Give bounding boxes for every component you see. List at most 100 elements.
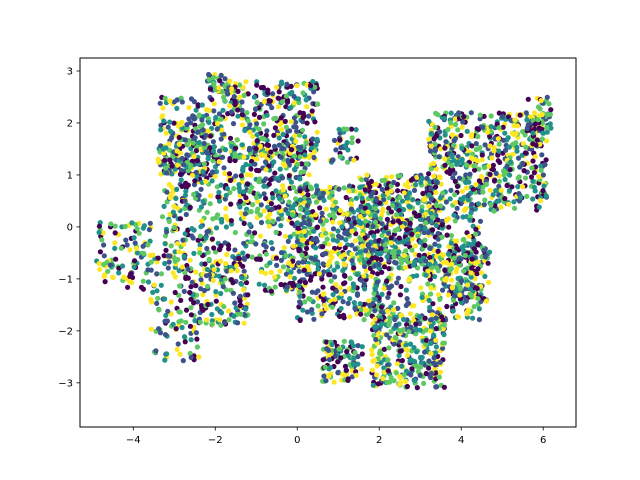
scatter-point bbox=[227, 189, 233, 196]
scatter-point bbox=[366, 241, 372, 247]
scatter-point bbox=[512, 117, 518, 123]
scatter-point bbox=[263, 244, 269, 250]
scatter-point bbox=[397, 173, 403, 179]
scatter-point bbox=[239, 111, 245, 118]
scatter-point bbox=[272, 284, 278, 290]
scatter-point bbox=[530, 130, 536, 136]
scatter-point bbox=[277, 268, 283, 274]
scatter-point bbox=[463, 205, 469, 212]
scatter-point bbox=[442, 156, 448, 162]
scatter-point bbox=[294, 83, 300, 89]
scatter-point bbox=[539, 152, 545, 158]
scatter-point bbox=[352, 306, 358, 312]
scatter-point bbox=[227, 177, 234, 183]
scatter-point bbox=[283, 93, 289, 99]
scatter-point bbox=[384, 332, 390, 338]
scatter-point bbox=[324, 339, 330, 345]
scatter-point bbox=[282, 163, 288, 169]
scatter-point bbox=[239, 107, 245, 113]
scatter-point bbox=[461, 268, 467, 274]
scatter-point bbox=[439, 222, 445, 228]
scatter-point bbox=[293, 138, 299, 144]
scatter-point bbox=[398, 211, 404, 217]
scatter-point bbox=[222, 276, 228, 282]
scatter-point bbox=[224, 251, 230, 258]
scatter-point bbox=[354, 271, 360, 278]
scatter-point bbox=[377, 265, 383, 272]
scatter-point bbox=[536, 204, 542, 210]
scatter-point bbox=[353, 195, 359, 201]
x-tick-label: −4 bbox=[126, 435, 141, 446]
scatter-point bbox=[371, 290, 377, 296]
scatter-point bbox=[541, 183, 547, 189]
scatter-point bbox=[283, 253, 289, 259]
scatter-point bbox=[323, 250, 329, 257]
scatter-point bbox=[176, 309, 182, 315]
scatter-point bbox=[278, 154, 284, 160]
scatter-point bbox=[415, 200, 421, 206]
scatter-point bbox=[216, 159, 222, 165]
scatter-point bbox=[423, 337, 429, 343]
scatter-point bbox=[456, 110, 462, 116]
scatter-point bbox=[428, 370, 434, 376]
scatter-point bbox=[182, 137, 188, 143]
scatter-point bbox=[194, 299, 201, 305]
scatter-point bbox=[459, 124, 465, 130]
scatter-point bbox=[203, 178, 209, 185]
scatter-point bbox=[437, 129, 443, 135]
scatter-point bbox=[180, 358, 186, 364]
scatter-point bbox=[482, 254, 488, 260]
scatter-point bbox=[373, 196, 379, 202]
scatter-point bbox=[493, 170, 499, 176]
scatter-point bbox=[463, 179, 469, 185]
scatter-point bbox=[235, 320, 241, 326]
scatter-point bbox=[277, 121, 283, 128]
scatter-point bbox=[379, 321, 385, 327]
scatter-point bbox=[427, 261, 433, 267]
scatter-point bbox=[251, 111, 257, 117]
scatter-point bbox=[155, 255, 161, 261]
scatter-point bbox=[218, 258, 224, 264]
scatter-point bbox=[543, 157, 549, 163]
scatter-point bbox=[309, 145, 315, 151]
scatter-point bbox=[496, 110, 502, 116]
scatter-point bbox=[443, 259, 449, 266]
scatter-point bbox=[197, 250, 203, 256]
scatter-point bbox=[335, 370, 341, 376]
x-tick-label: 6 bbox=[540, 435, 546, 446]
scatter-point bbox=[482, 197, 488, 203]
scatter-point bbox=[188, 296, 194, 302]
scatter-point bbox=[297, 188, 303, 194]
scatter-point bbox=[312, 119, 318, 125]
scatter-point bbox=[218, 322, 224, 328]
scatter-point bbox=[187, 350, 193, 357]
scatter-point bbox=[357, 257, 363, 263]
scatter-point bbox=[379, 304, 385, 310]
scatter-point bbox=[433, 326, 439, 332]
scatter-point bbox=[439, 234, 445, 240]
scatter-point bbox=[183, 211, 189, 218]
scatter-point bbox=[213, 298, 219, 304]
scatter-point bbox=[281, 245, 287, 251]
scatter-point bbox=[239, 99, 245, 105]
scatter-point bbox=[359, 195, 365, 201]
scatter-point bbox=[522, 132, 528, 138]
scatter-point bbox=[390, 307, 397, 313]
scatter-point bbox=[403, 287, 409, 293]
scatter-point bbox=[473, 231, 479, 237]
scatter-point bbox=[224, 268, 230, 274]
scatter-point bbox=[423, 370, 429, 377]
scatter-point bbox=[211, 266, 217, 273]
scatter-point bbox=[395, 218, 401, 224]
scatter-point bbox=[234, 268, 240, 274]
scatter-point bbox=[544, 129, 550, 135]
scatter-point bbox=[464, 230, 470, 236]
scatter-point bbox=[345, 300, 351, 306]
scatter-point bbox=[327, 357, 333, 363]
scatter-point bbox=[502, 176, 508, 183]
scatter-point bbox=[196, 112, 202, 118]
scatter-point bbox=[229, 86, 235, 92]
scatter-point bbox=[305, 263, 311, 269]
scatter-point bbox=[205, 128, 211, 134]
scatter-point bbox=[184, 152, 190, 158]
